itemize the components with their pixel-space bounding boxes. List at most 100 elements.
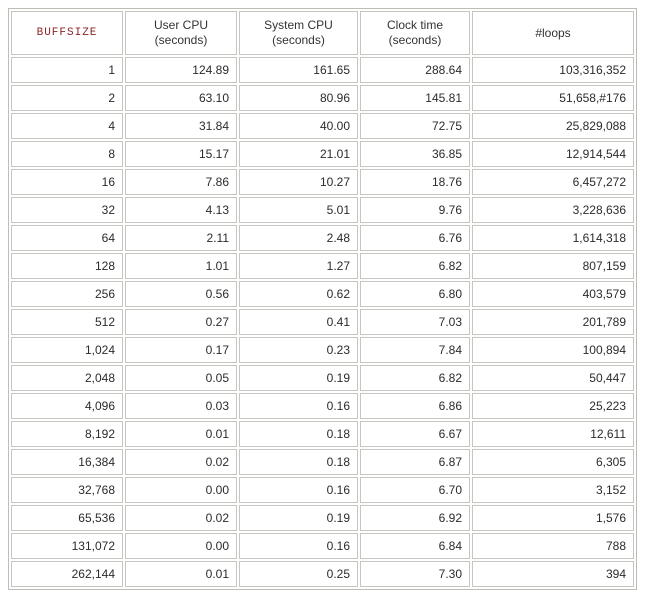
cell-clock-time: 7.84 — [360, 337, 470, 363]
cell-user-cpu: 0.01 — [125, 561, 237, 587]
cell-buffsize: 4,096 — [11, 393, 123, 419]
header-line2: (seconds) — [388, 33, 442, 47]
column-header-user-cpu: User CPU (seconds) — [125, 11, 237, 55]
table-row: 64 2.11 2.48 6.76 1,614,318 — [11, 225, 634, 251]
cell-user-cpu: 0.56 — [125, 281, 237, 307]
cell-clock-time: 6.70 — [360, 477, 470, 503]
cell-system-cpu: 0.16 — [239, 393, 358, 419]
cell-buffsize: 64 — [11, 225, 123, 251]
buffsize-benchmark-table: BUFFSIZE User CPU (seconds) System CPU (… — [8, 8, 637, 590]
cell-user-cpu: 4.13 — [125, 197, 237, 223]
cell-loops: 103,316,352 — [472, 57, 634, 83]
table-row: 262,144 0.01 0.25 7.30 394 — [11, 561, 634, 587]
cell-buffsize: 256 — [11, 281, 123, 307]
table-row: 256 0.56 0.62 6.80 403,579 — [11, 281, 634, 307]
cell-buffsize: 16,384 — [11, 449, 123, 475]
cell-user-cpu: 31.84 — [125, 113, 237, 139]
cell-clock-time: 9.76 — [360, 197, 470, 223]
cell-buffsize: 4 — [11, 113, 123, 139]
cell-system-cpu: 1.27 — [239, 253, 358, 279]
cell-system-cpu: 0.18 — [239, 449, 358, 475]
cell-system-cpu: 21.01 — [239, 141, 358, 167]
header-line1: Clock time — [386, 18, 443, 32]
cell-clock-time: 6.86 — [360, 393, 470, 419]
table-row: 4 31.84 40.00 72.75 25,829,088 — [11, 113, 634, 139]
cell-system-cpu: 0.16 — [239, 477, 358, 503]
table-row: 1,024 0.17 0.23 7.84 100,894 — [11, 337, 634, 363]
cell-user-cpu: 0.05 — [125, 365, 237, 391]
cell-clock-time: 6.76 — [360, 225, 470, 251]
cell-loops: 201,789 — [472, 309, 634, 335]
cell-loops: 6,457,272 — [472, 169, 634, 195]
cell-clock-time: 6.92 — [360, 505, 470, 531]
cell-loops: 3,228,636 — [472, 197, 634, 223]
cell-system-cpu: 0.62 — [239, 281, 358, 307]
cell-buffsize: 65,536 — [11, 505, 123, 531]
cell-clock-time: 7.03 — [360, 309, 470, 335]
cell-system-cpu: 0.18 — [239, 421, 358, 447]
cell-user-cpu: 7.86 — [125, 169, 237, 195]
table-row: 131,072 0.00 0.16 6.84 788 — [11, 533, 634, 559]
cell-buffsize: 262,144 — [11, 561, 123, 587]
cell-clock-time: 6.82 — [360, 253, 470, 279]
table-row: 2 63.10 80.96 145.81 51,658,#176 — [11, 85, 634, 111]
cell-loops: 1,576 — [472, 505, 634, 531]
cell-loops: 12,611 — [472, 421, 634, 447]
cell-clock-time: 288.64 — [360, 57, 470, 83]
cell-loops: 100,894 — [472, 337, 634, 363]
cell-clock-time: 145.81 — [360, 85, 470, 111]
cell-system-cpu: 40.00 — [239, 113, 358, 139]
cell-clock-time: 7.30 — [360, 561, 470, 587]
cell-loops: 6,305 — [472, 449, 634, 475]
column-header-loops: #loops — [472, 11, 634, 55]
cell-clock-time: 18.76 — [360, 169, 470, 195]
cell-loops: 25,829,088 — [472, 113, 634, 139]
cell-clock-time: 6.84 — [360, 533, 470, 559]
column-header-clock-time: Clock time (seconds) — [360, 11, 470, 55]
header-line1: User CPU — [153, 18, 208, 32]
table-row: 8 15.17 21.01 36.85 12,914,544 — [11, 141, 634, 167]
cell-clock-time: 6.80 — [360, 281, 470, 307]
cell-clock-time: 6.87 — [360, 449, 470, 475]
cell-user-cpu: 15.17 — [125, 141, 237, 167]
cell-buffsize: 8,192 — [11, 421, 123, 447]
column-header-system-cpu: System CPU (seconds) — [239, 11, 358, 55]
cell-loops: 3,152 — [472, 477, 634, 503]
cell-system-cpu: 5.01 — [239, 197, 358, 223]
table-row: 8,192 0.01 0.18 6.67 12,611 — [11, 421, 634, 447]
table-body: 1 124.89 161.65 288.64 103,316,352 2 63.… — [11, 57, 634, 587]
cell-user-cpu: 124.89 — [125, 57, 237, 83]
cell-loops: 394 — [472, 561, 634, 587]
cell-loops: 50,447 — [472, 365, 634, 391]
cell-system-cpu: 0.23 — [239, 337, 358, 363]
cell-user-cpu: 1.01 — [125, 253, 237, 279]
table-row: 32,768 0.00 0.16 6.70 3,152 — [11, 477, 634, 503]
cell-user-cpu: 0.02 — [125, 449, 237, 475]
cell-buffsize: 16 — [11, 169, 123, 195]
table-row: 16,384 0.02 0.18 6.87 6,305 — [11, 449, 634, 475]
cell-system-cpu: 0.25 — [239, 561, 358, 587]
header-line2: (seconds) — [272, 33, 325, 47]
cell-clock-time: 36.85 — [360, 141, 470, 167]
table-row: 128 1.01 1.27 6.82 807,159 — [11, 253, 634, 279]
header-row: BUFFSIZE User CPU (seconds) System CPU (… — [11, 11, 634, 55]
cell-buffsize: 32,768 — [11, 477, 123, 503]
table-row: 32 4.13 5.01 9.76 3,228,636 — [11, 197, 634, 223]
column-header-buffsize: BUFFSIZE — [11, 11, 123, 55]
header-line1: BUFFSIZE — [36, 26, 98, 39]
table-row: 16 7.86 10.27 18.76 6,457,272 — [11, 169, 634, 195]
cell-clock-time: 6.67 — [360, 421, 470, 447]
cell-buffsize: 2,048 — [11, 365, 123, 391]
table-row: 512 0.27 0.41 7.03 201,789 — [11, 309, 634, 335]
cell-buffsize: 1,024 — [11, 337, 123, 363]
cell-buffsize: 131,072 — [11, 533, 123, 559]
cell-system-cpu: 10.27 — [239, 169, 358, 195]
cell-user-cpu: 0.01 — [125, 421, 237, 447]
cell-user-cpu: 0.00 — [125, 533, 237, 559]
cell-buffsize: 1 — [11, 57, 123, 83]
cell-system-cpu: 0.19 — [239, 365, 358, 391]
cell-system-cpu: 0.19 — [239, 505, 358, 531]
cell-system-cpu: 161.65 — [239, 57, 358, 83]
cell-loops: 51,658,#176 — [472, 85, 634, 111]
cell-user-cpu: 0.03 — [125, 393, 237, 419]
